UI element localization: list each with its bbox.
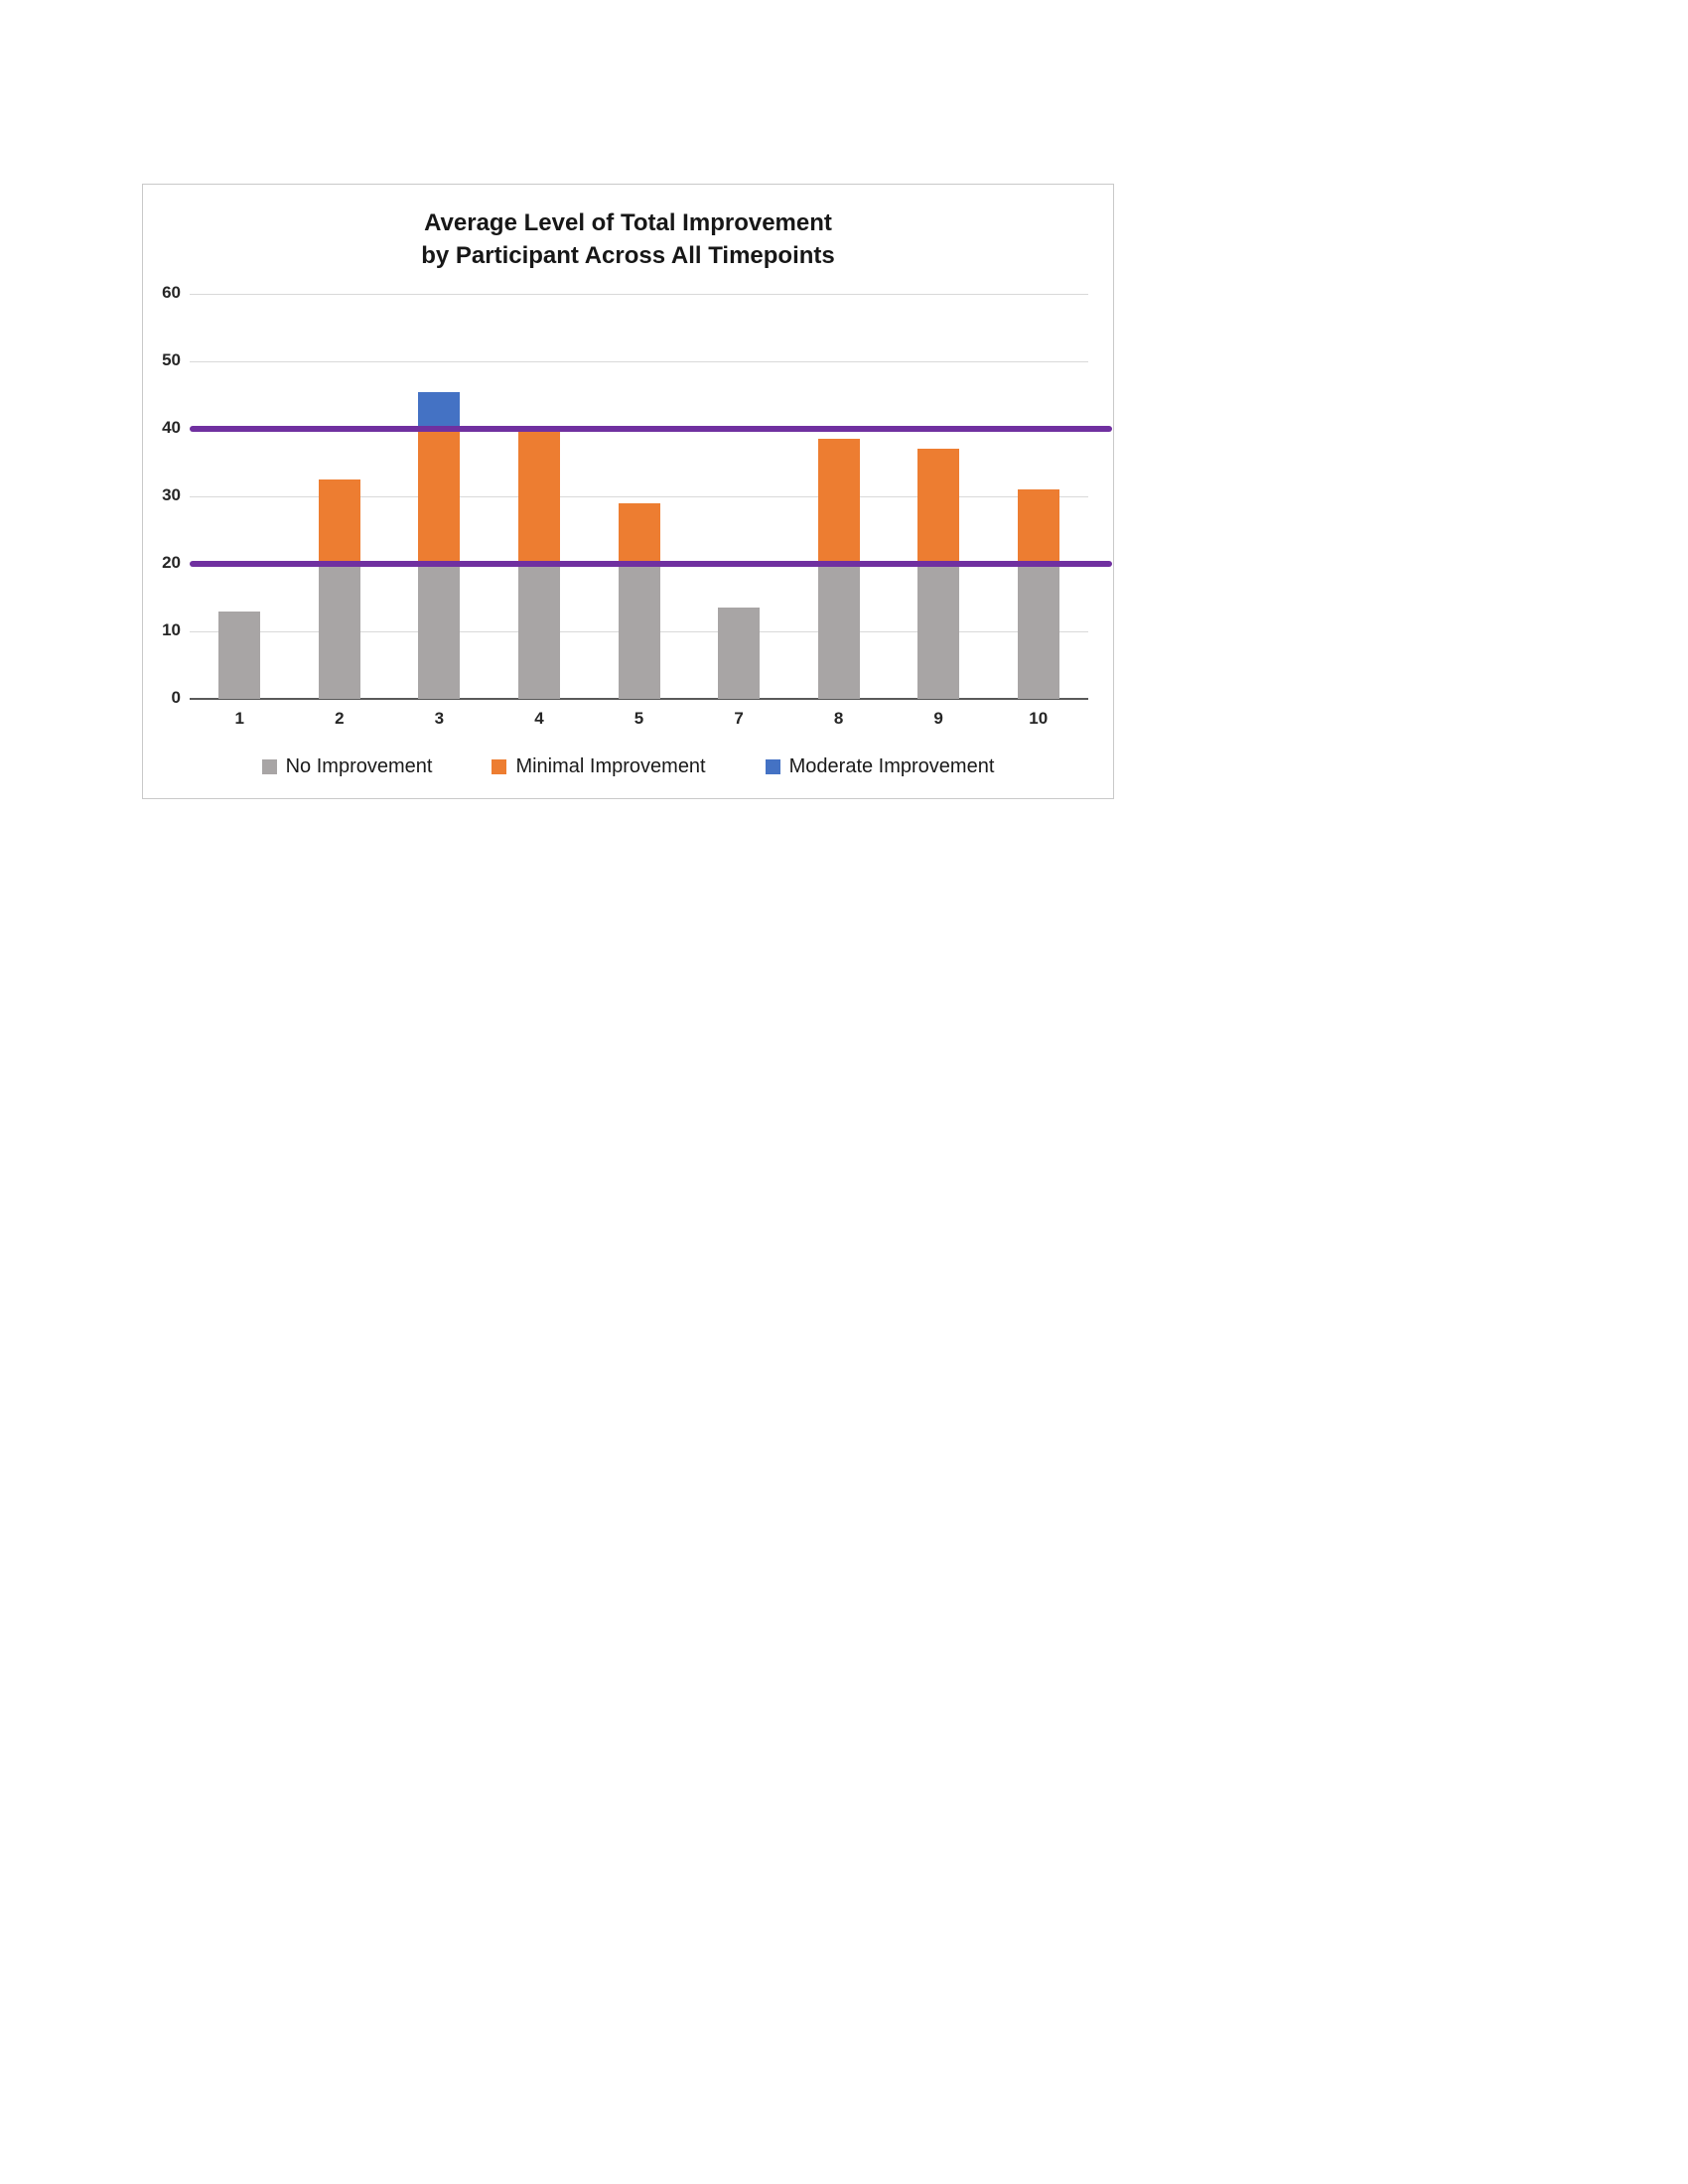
bar-7-no-improvement [718, 608, 761, 699]
chart-title-line2: by Participant Across All Timepoints [421, 242, 835, 269]
legend-item-minimal-improvement: Minimal Improvement [492, 755, 706, 778]
chart-title: Average Level of Total Improvement by Pa… [143, 206, 1113, 272]
bar-4-no-improvement [517, 564, 560, 699]
legend-label-moderate-improvement: Moderate Improvement [788, 755, 995, 777]
y-tick-20: 20 [162, 553, 181, 572]
x-tick-9: 9 [933, 709, 943, 728]
x-tick-5: 5 [633, 709, 644, 728]
legend-swatch-minimal-improvement [492, 759, 507, 774]
x-tick-7: 7 [734, 709, 744, 728]
bar-5-no-improvement [618, 564, 660, 699]
legend-swatch-moderate-improvement [765, 759, 780, 774]
legend-item-moderate-improvement: Moderate Improvement [765, 755, 995, 778]
chart-legend: No Improvement Minimal Improvement Moderat… [143, 755, 1113, 778]
bar-10-minimal-improvement [1017, 489, 1059, 564]
y-tick-50: 50 [162, 350, 181, 369]
y-tick-0: 0 [171, 688, 181, 707]
x-tick-10: 10 [1029, 709, 1049, 728]
bar-8-minimal-improvement [817, 439, 860, 564]
bar-9-no-improvement [917, 564, 960, 699]
bar-2-no-improvement [318, 564, 360, 699]
gridline-30 [190, 496, 1088, 497]
reference-line-40 [190, 426, 1112, 432]
bar-5-minimal-improvement [618, 502, 660, 564]
x-tick-4: 4 [534, 709, 544, 728]
bar-8-no-improvement [817, 564, 860, 699]
bar-2-minimal-improvement [318, 479, 360, 564]
bar-10-no-improvement [1017, 564, 1059, 699]
legend-label-minimal-improvement: Minimal Improvement [515, 755, 706, 777]
x-tick-1: 1 [234, 709, 244, 728]
bar-3-moderate-improvement [418, 391, 461, 426]
reference-line-20 [190, 561, 1112, 567]
bar-4-minimal-improvement [517, 432, 560, 564]
chart-title-line1: Average Level of Total Improvement [424, 209, 832, 236]
y-tick-10: 10 [162, 620, 181, 639]
x-tick-3: 3 [434, 709, 445, 728]
legend-label-no-improvement: No Improvement [285, 755, 433, 777]
bar-1-no-improvement [218, 611, 261, 699]
y-tick-30: 30 [162, 485, 181, 504]
x-tick-2: 2 [335, 709, 345, 728]
y-tick-40: 40 [162, 418, 181, 437]
legend-item-no-improvement: No Improvement [261, 755, 433, 778]
bar-3-minimal-improvement [418, 425, 461, 564]
gridline-60 [190, 294, 1088, 295]
gridline-50 [190, 361, 1088, 362]
chart-card: Average Level of Total Improvement by Pa… [142, 184, 1114, 799]
x-axis-line [190, 698, 1088, 700]
bar-3-no-improvement [418, 564, 461, 699]
y-tick-60: 60 [162, 283, 181, 302]
x-tick-8: 8 [833, 709, 844, 728]
plot-area [190, 294, 1088, 700]
bar-9-minimal-improvement [917, 449, 960, 564]
legend-swatch-no-improvement [261, 759, 277, 774]
